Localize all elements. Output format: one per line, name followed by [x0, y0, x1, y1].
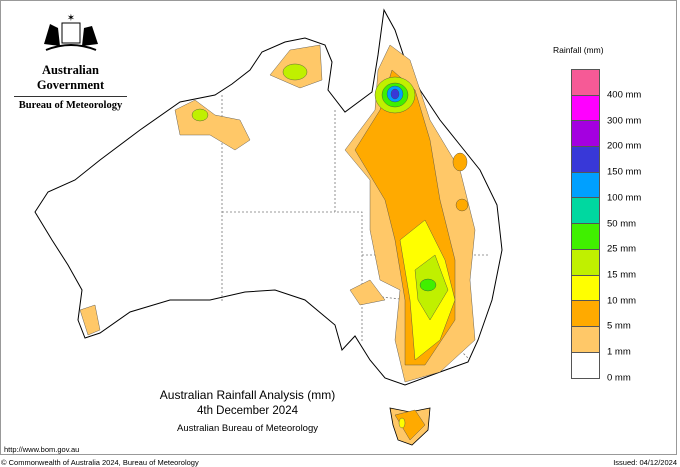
legend-label: 100 mm [607, 192, 642, 204]
legend-swatch [572, 352, 599, 379]
legend-label: 400 mm [607, 89, 642, 101]
legend-swatch [572, 224, 599, 250]
australian-government-logo: ✶ Australian Government Bureau of Meteor… [8, 12, 133, 111]
legend-color-bar [571, 69, 600, 380]
legend-label: 1 mm [607, 346, 631, 358]
map-title: Australian Rainfall Analysis (mm) [159, 388, 336, 402]
copyright: © Commonwealth of Australia 2024, Bureau… [1, 458, 199, 467]
legend-swatch [572, 301, 599, 327]
legend-swatch [572, 172, 599, 199]
legend-label: 5 mm [607, 320, 631, 332]
legend-swatch [572, 70, 599, 96]
legend-label: 150 mm [607, 166, 642, 178]
legend-swatch [572, 95, 599, 122]
legend-swatch [572, 147, 599, 173]
issued-date: Issued: 04/12/2024 [613, 458, 677, 467]
svg-text:✶: ✶ [66, 13, 74, 24]
government-name: Australian Government [36, 63, 105, 92]
legend-swatch [572, 275, 599, 302]
legend-title: Rainfall (mm) [553, 45, 604, 55]
legend-swatch [572, 121, 599, 148]
legend-swatch [572, 326, 599, 353]
logo-divider [14, 96, 127, 97]
agency-name: Bureau of Meteorology [18, 100, 123, 111]
rainfall-areas [79, 44, 476, 441]
legend-label: 0 mm [607, 372, 631, 384]
coat-of-arms-icon: ✶ [43, 13, 98, 51]
legend-label: 25 mm [607, 243, 637, 255]
legend-label: 10 mm [607, 295, 637, 307]
legend-swatch [572, 249, 599, 276]
legend-swatch [572, 198, 599, 225]
website-link[interactable]: http://www.bom.gov.au [4, 445, 80, 454]
map-date: 4th December 2024 [196, 405, 298, 417]
legend-label: 50 mm [607, 218, 637, 229]
legend-label: 200 mm [607, 140, 642, 152]
map-source: Australian Bureau of Meteorology [177, 423, 318, 434]
legend-label: 300 mm [607, 115, 642, 127]
legend-label: 15 mm [607, 269, 637, 281]
map-frame [0, 0, 677, 455]
